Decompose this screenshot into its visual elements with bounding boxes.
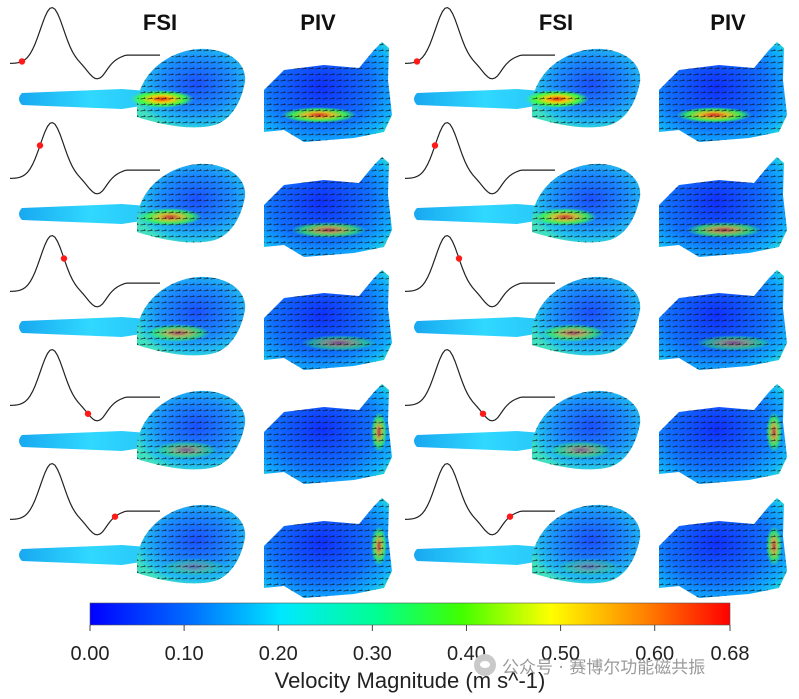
phase-marker [455,255,463,262]
flow-waveform-curve-4 [9,462,160,536]
piv-velocity-vectors [264,157,392,257]
flow-waveform-curve-1 [404,121,555,195]
velocity-vectors [137,276,246,356]
watermark: 公众号 · 赛博尔功能磁共振 [474,650,774,680]
panel-row-2-half-0 [9,234,392,370]
panel-grid [9,6,787,598]
inlet-tube [19,204,147,224]
panel-row-3-half-1 [404,348,787,484]
colorbar-tick-label: 0.50 [541,643,580,665]
wechat-icon [474,654,496,676]
colorbar-tick-label: 0.68 [711,643,750,665]
flow-waveform-curve-0 [404,6,555,80]
velocity-vectors [137,48,246,128]
velocity-vectors [532,163,641,243]
inlet-tube [19,431,147,451]
inlet-tube [19,317,147,337]
panel-row-1-half-0 [9,121,392,257]
inlet-tube [414,317,542,337]
piv-velocity-vectors [264,42,392,142]
velocity-vectors [137,163,246,243]
velocity-vectors [532,276,641,356]
column-title-fsi-left: FSI [143,10,177,35]
piv-velocity-vectors [264,498,392,598]
velocity-vectors [137,504,246,584]
velocity-vectors [137,390,246,470]
inlet-tube [414,545,542,565]
phase-marker [18,58,26,65]
colorbar-tick-label: 0.00 [71,643,110,665]
column-title-piv-right: PIV [710,10,746,35]
colorbar-tick-label: 0.30 [353,643,392,665]
panel-row-0-half-1 [404,6,787,142]
phase-marker [84,410,92,417]
flow-waveform-curve-2 [9,234,160,308]
panel-row-3-half-0 [9,348,392,484]
flow-waveform-curve-2 [404,234,555,308]
flow-waveform-curve-1 [9,121,160,195]
inlet-tube [19,545,147,565]
watermark-text: 公众号 · 赛博尔功能磁共振 [502,657,706,678]
column-title-piv-left: PIV [300,10,336,35]
velocity-vectors [532,504,641,584]
inlet-tube [414,89,542,109]
colorbar-tick-label: 0.20 [259,643,298,665]
velocity-vectors [532,48,641,128]
column-title-fsi-right: FSI [539,10,573,35]
phase-marker [413,58,421,65]
inlet-tube [414,431,542,451]
phase-marker [431,142,439,149]
flow-waveform-curve-4 [404,462,555,536]
panel-row-4-half-0 [9,462,392,598]
piv-velocity-vectors [659,498,787,598]
piv-velocity-vectors [659,384,787,484]
colorbar-title: Velocity Magnitude (m s^-1) [275,668,546,693]
panel-row-2-half-1 [404,234,787,370]
colorbar-tick-label: 0.10 [165,643,204,665]
colorbar-gradient [89,602,731,626]
velocity-vectors [532,390,641,470]
flow-waveform-curve-3 [404,348,555,422]
colorbar-tick-label: 0.60 [635,643,674,665]
piv-velocity-vectors [264,384,392,484]
piv-velocity-vectors [264,270,392,370]
panel-row-4-half-1 [404,462,787,598]
panel-row-0-half-0 [9,6,392,142]
flow-waveform-curve-0 [9,6,160,80]
piv-velocity-vectors [659,270,787,370]
phase-marker [479,410,487,417]
piv-velocity-vectors [659,42,787,142]
colorbar: 0.00 0.10 0.20 0.30 0.40 0.50 0.60 0.68 Velocit… [71,602,750,693]
phase-marker [60,255,68,262]
phase-marker [36,142,44,149]
colorbar-ticks: 0.00 0.10 0.20 0.30 0.40 0.50 0.60 0.68 [71,625,750,665]
inlet-tube [414,204,542,224]
inlet-tube [19,89,147,109]
flow-waveform-curve-3 [9,348,160,422]
phase-marker [506,513,514,520]
phase-marker [111,513,119,520]
piv-velocity-vectors [659,157,787,257]
panel-row-1-half-1 [404,121,787,257]
